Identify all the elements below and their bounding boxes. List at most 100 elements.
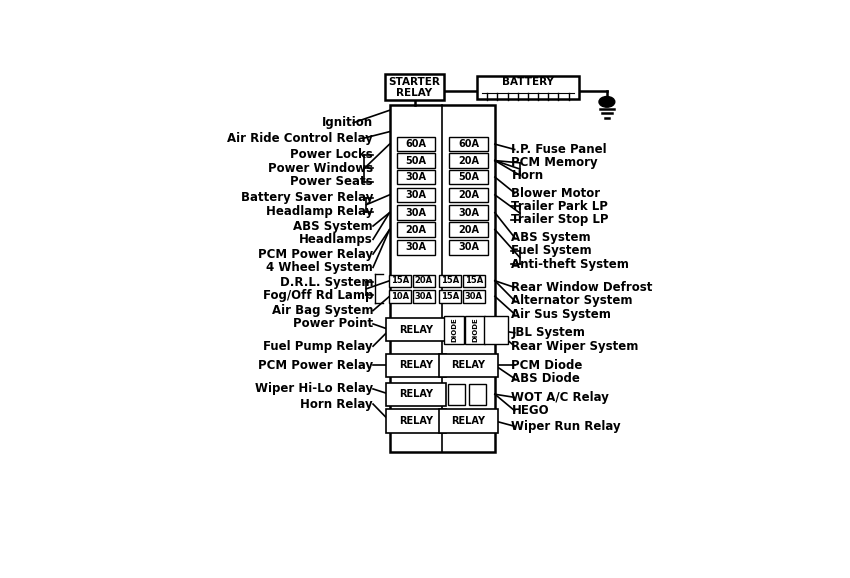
Text: 30A: 30A [405, 190, 427, 200]
Bar [450, 187, 488, 202]
Text: 30A: 30A [405, 172, 427, 182]
Text: RELAY: RELAY [396, 87, 433, 98]
Text: Fuel Pump Relay: Fuel Pump Relay [264, 340, 373, 353]
Bar [386, 318, 445, 341]
Bar [450, 222, 488, 237]
Text: Horn Relay: Horn Relay [300, 398, 373, 410]
Text: 60A: 60A [405, 139, 427, 149]
Text: BATTERY: BATTERY [502, 77, 554, 87]
Text: RELAY: RELAY [399, 360, 433, 370]
Text: Power Locks: Power Locks [291, 149, 373, 161]
Text: Fuel System: Fuel System [512, 244, 592, 257]
Bar [439, 409, 498, 432]
Bar [386, 354, 445, 377]
Bar [388, 290, 411, 302]
Text: 30A: 30A [458, 208, 479, 218]
Bar [445, 316, 464, 343]
Bar [450, 205, 488, 220]
Text: ABS System: ABS System [293, 220, 373, 232]
Text: Power Seats: Power Seats [291, 175, 373, 188]
Text: 30A: 30A [405, 242, 427, 253]
Bar [397, 170, 435, 184]
Text: 15A: 15A [391, 276, 409, 286]
Bar [450, 153, 488, 168]
Bar [439, 275, 462, 287]
Text: Air Ride Control Relay: Air Ride Control Relay [227, 132, 373, 145]
Text: Anti-theft System: Anti-theft System [512, 258, 629, 271]
Text: 20A: 20A [458, 225, 479, 235]
Circle shape [599, 97, 615, 107]
Text: Trailer Park LP: Trailer Park LP [512, 200, 609, 213]
Text: Wiper Hi-Lo Relay: Wiper Hi-Lo Relay [255, 383, 373, 395]
Text: 50A: 50A [458, 172, 479, 182]
Text: 30A: 30A [405, 208, 427, 218]
Text: Ignition: Ignition [322, 116, 373, 129]
Text: RELAY: RELAY [399, 389, 433, 399]
Bar [397, 187, 435, 202]
Text: Battery Saver Relay: Battery Saver Relay [241, 191, 373, 204]
Bar [397, 240, 435, 255]
Text: Rear Window Defrost: Rear Window Defrost [512, 281, 653, 294]
Bar [388, 275, 411, 287]
Bar [462, 290, 485, 302]
Bar [412, 275, 435, 287]
Text: DIODE: DIODE [472, 317, 479, 342]
Text: RELAY: RELAY [451, 360, 485, 370]
Text: JBL System: JBL System [512, 327, 586, 339]
Bar [465, 316, 485, 343]
Bar [450, 170, 488, 184]
Bar [385, 74, 445, 100]
Bar [397, 222, 435, 237]
Bar [477, 76, 579, 99]
Text: 4 Wheel System: 4 Wheel System [266, 261, 373, 274]
Text: 15A: 15A [465, 276, 483, 286]
Bar [386, 383, 445, 406]
Text: Trailer Stop LP: Trailer Stop LP [512, 213, 609, 227]
Bar [397, 153, 435, 168]
Bar [462, 275, 485, 287]
Text: 20A: 20A [458, 190, 479, 200]
Bar [397, 137, 435, 151]
Bar [439, 354, 498, 377]
Text: WOT A/C Relay: WOT A/C Relay [512, 391, 609, 404]
Text: Headlamps: Headlamps [299, 233, 373, 246]
Text: 10A: 10A [391, 292, 409, 301]
Text: RELAY: RELAY [399, 325, 433, 335]
Text: ABS System: ABS System [512, 231, 591, 244]
Text: Blower Motor: Blower Motor [512, 187, 600, 199]
Text: Air Bag System: Air Bag System [271, 304, 373, 317]
Text: Rear Wiper System: Rear Wiper System [512, 340, 638, 353]
Text: HEGO: HEGO [512, 404, 549, 417]
Text: PCM Power Relay: PCM Power Relay [258, 359, 373, 372]
Text: PCM Memory: PCM Memory [512, 156, 598, 169]
Text: RELAY: RELAY [399, 416, 433, 426]
Text: I.P. Fuse Panel: I.P. Fuse Panel [512, 143, 607, 156]
Text: Fog/Off Rd Lamp: Fog/Off Rd Lamp [263, 289, 373, 302]
Text: Power Point: Power Point [293, 317, 373, 331]
Bar [450, 137, 488, 151]
Text: 20A: 20A [415, 276, 433, 286]
Text: 30A: 30A [415, 292, 433, 301]
Text: PCM Power Relay: PCM Power Relay [258, 247, 373, 261]
Text: RELAY: RELAY [451, 416, 485, 426]
Text: Alternator System: Alternator System [512, 294, 633, 307]
Text: 15A: 15A [441, 276, 459, 286]
Bar [450, 240, 488, 255]
Text: Power Windows: Power Windows [268, 162, 373, 175]
Bar [389, 105, 495, 452]
Bar [386, 409, 445, 432]
Bar [469, 384, 486, 405]
Text: 20A: 20A [405, 225, 427, 235]
Text: 30A: 30A [458, 242, 479, 253]
Text: 20A: 20A [458, 155, 479, 166]
Text: STARTER: STARTER [388, 77, 440, 87]
Text: 15A: 15A [441, 292, 459, 301]
Bar [439, 290, 462, 302]
Text: Air Sus System: Air Sus System [512, 307, 611, 321]
Bar [484, 316, 508, 343]
Text: PCM Diode: PCM Diode [512, 359, 583, 372]
Text: 30A: 30A [465, 292, 483, 301]
Text: DIODE: DIODE [451, 317, 457, 342]
Text: Wiper Run Relay: Wiper Run Relay [512, 420, 621, 433]
Text: 60A: 60A [458, 139, 479, 149]
